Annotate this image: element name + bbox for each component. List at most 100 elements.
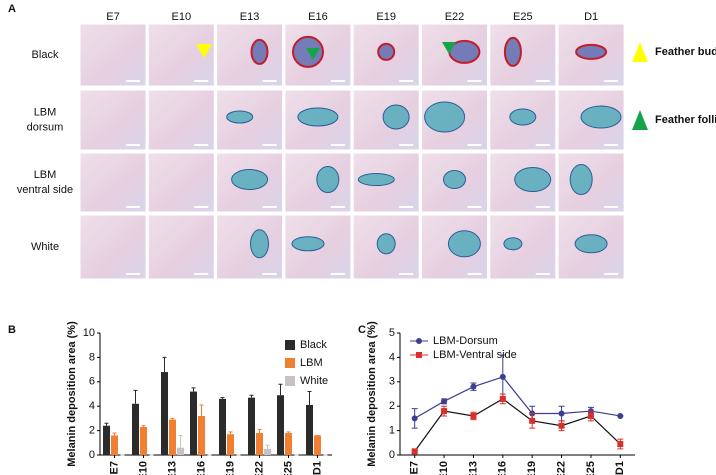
x-tick-label: E22 (253, 461, 265, 475)
y-tick-label: 0 (89, 449, 95, 461)
tissue-structure (575, 43, 608, 60)
legend-swatch (285, 340, 295, 350)
point (411, 448, 418, 455)
scale-bar (604, 144, 619, 146)
scale-bar (330, 144, 345, 146)
legend-label: LBM-Ventral side (433, 349, 517, 361)
tissue-structure (291, 236, 325, 252)
y-tick-label: 10 (83, 327, 95, 339)
bar (161, 372, 168, 455)
x-tick-label: E25 (585, 461, 597, 475)
micrograph (216, 214, 284, 280)
scale-bar (194, 273, 209, 275)
bar (103, 425, 110, 455)
tissue-structure (424, 101, 466, 133)
row-label: ventral side (17, 184, 73, 196)
micrograph (147, 89, 215, 151)
bar (219, 398, 226, 455)
scale-bar (467, 144, 482, 146)
scale-bar (535, 80, 550, 82)
point (499, 395, 506, 402)
tissue-structure (297, 107, 339, 127)
column-header: E13 (240, 11, 260, 23)
scale-bar (262, 206, 277, 208)
column-header: E10 (172, 11, 192, 23)
x-tick-label: E7 (108, 461, 120, 474)
legend-label: Feather bud (655, 46, 716, 58)
x-tick-label: D1 (614, 461, 626, 475)
error-bar (278, 383, 283, 396)
legend-swatch (285, 358, 295, 368)
legend-marker (416, 352, 422, 358)
column-header: E22 (445, 11, 465, 23)
error-bar (112, 432, 117, 436)
bar (227, 434, 234, 455)
tissue-structure (569, 164, 593, 196)
tissue-structure (316, 166, 340, 194)
x-tick-label: E10 (438, 461, 450, 475)
scale-bar (467, 273, 482, 275)
scale-bar (126, 144, 140, 146)
scale-bar (330, 206, 345, 208)
scale-bar (194, 144, 209, 146)
point (617, 412, 624, 419)
scale-bar (399, 80, 414, 82)
bar (169, 419, 176, 455)
bar (285, 433, 292, 455)
scale-bar (604, 273, 619, 275)
legend-label: White (300, 375, 328, 387)
tissue-structure (443, 170, 466, 190)
micrograph (216, 23, 284, 87)
point (558, 410, 565, 417)
error-bar (178, 434, 183, 448)
x-tick-label: E10 (137, 461, 149, 475)
scale-bar (330, 273, 345, 275)
micrograph (147, 214, 215, 280)
scale-bar (262, 144, 277, 146)
micrograph (147, 152, 215, 213)
scale-bar (535, 273, 550, 275)
row-label: LBM (34, 106, 57, 118)
legend-swatch (285, 376, 295, 386)
y-tick-label: 4 (89, 400, 95, 412)
point (558, 422, 565, 429)
bar (314, 435, 321, 455)
point (411, 415, 418, 422)
error-bar (220, 397, 225, 399)
error-bar (162, 356, 167, 373)
scale-bar (604, 206, 619, 208)
error-bar (249, 394, 254, 398)
legend-label: Black (300, 339, 327, 351)
y-tick-label: 5 (389, 327, 395, 339)
bar (132, 403, 139, 455)
y-axis-title: Melanin deposition area (%) (66, 321, 78, 467)
tissue-structure (509, 108, 537, 126)
x-tick-label: E16 (497, 461, 509, 475)
tissue-structure (382, 104, 410, 130)
column-header: E25 (513, 11, 533, 23)
tissue-structure (580, 105, 622, 129)
y-tick-label: 1 (389, 425, 395, 437)
tissue-structure (377, 42, 396, 61)
bar (198, 415, 205, 455)
error-bar (170, 417, 175, 420)
error-bar (265, 444, 270, 449)
column-header: E19 (376, 11, 396, 23)
x-tick-label: E25 (282, 461, 294, 475)
y-tick-label: 0 (389, 449, 395, 461)
x-tick-label: E13 (467, 461, 479, 475)
row-label: Black (32, 49, 59, 61)
bar (264, 448, 271, 455)
error-bar (257, 428, 262, 434)
micrograph (489, 23, 557, 87)
point (499, 373, 506, 380)
y-tick-label: 2 (89, 425, 95, 437)
tissue-structure (376, 233, 396, 255)
error-bar (141, 425, 146, 427)
error-bar (191, 387, 196, 392)
tissue-structure (503, 36, 522, 67)
row-label: White (31, 241, 59, 253)
row-label: LBM (34, 169, 57, 181)
tissue-structure (503, 237, 523, 251)
bar (190, 391, 197, 455)
